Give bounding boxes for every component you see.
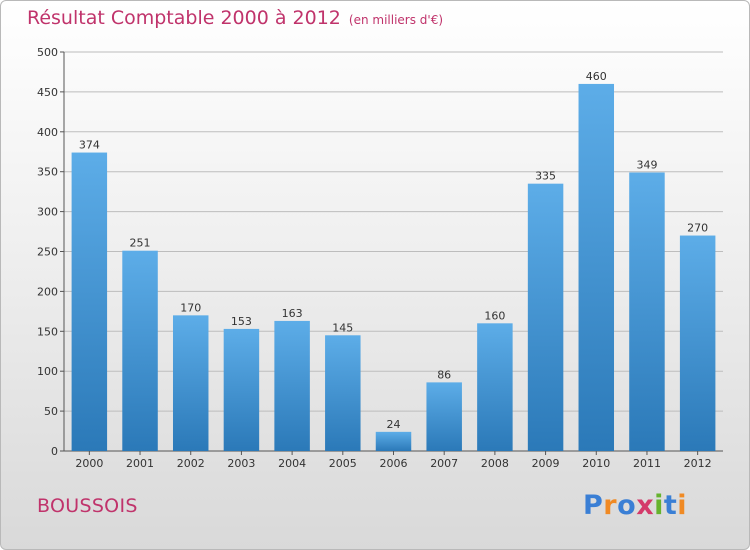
y-tick-label: 500 [37,46,58,59]
data-label: 145 [332,321,353,334]
y-tick-label: 350 [37,166,58,179]
bar-2001 [122,250,158,451]
data-label: 24 [387,418,401,431]
x-tick-label: 2010 [582,457,610,470]
y-tick-label: 450 [37,86,58,99]
data-label: 160 [484,309,505,322]
bar-2007 [426,382,462,451]
y-tick-label: 150 [37,325,58,338]
data-label: 374 [79,139,100,152]
x-tick-label: 2011 [633,457,661,470]
commune-name: BOUSSOIS [37,495,138,517]
data-label: 170 [180,301,201,314]
bar-2000 [71,152,108,451]
chart-title: Résultat Comptable 2000 à 2012 [27,7,341,29]
logo-letter: t [663,490,678,521]
x-tick-label: 2005 [329,457,357,470]
x-tick-label: 2001 [126,457,154,470]
logo-letter: o [617,490,637,521]
y-tick-label: 200 [37,285,58,298]
x-tick-label: 2003 [227,457,255,470]
data-label: 460 [586,70,607,83]
bar-2004 [274,320,310,451]
logo-letter: P [583,490,604,521]
data-label: 349 [636,158,657,171]
y-tick-label: 100 [37,365,58,378]
x-tick-label: 2004 [278,457,306,470]
logo-letter: i [654,490,664,521]
bar-2002 [172,315,209,451]
x-tick-label: 2007 [430,457,458,470]
data-label: 251 [130,237,151,250]
y-tick-label: 300 [37,206,58,219]
data-label: 335 [535,170,556,183]
proxiti-logo: Proxiti [583,490,687,521]
y-tick-label: 250 [37,246,58,259]
y-tick-label: 400 [37,126,58,139]
bar-2003 [223,328,260,451]
x-tick-label: 2006 [380,457,408,470]
logo-letter: i [677,490,688,521]
bar-2010 [578,83,615,452]
x-tick-label: 2012 [684,457,712,470]
bar-2011 [629,172,665,452]
data-label: 270 [687,222,708,235]
bar-2005 [325,335,361,451]
chart-subtitle: (en milliers d'€) [348,13,444,27]
bar-2008 [477,323,513,451]
x-tick-label: 2008 [481,457,509,470]
bar-2009 [527,183,564,452]
x-tick-label: 2000 [75,457,103,470]
data-label: 163 [282,307,303,320]
y-tick-label: 0 [51,445,58,458]
y-tick-label: 50 [44,405,58,418]
logo-letter: r [603,490,618,521]
chart-title-block: Résultat Comptable 2000 à 2012 (en millie… [27,7,443,29]
data-label: 153 [231,315,252,328]
data-label: 86 [437,368,451,381]
x-tick-label: 2002 [177,457,205,470]
logo-letter: x [636,490,655,521]
x-tick-label: 2009 [532,457,560,470]
bar-2006 [375,431,412,451]
bar-2012 [679,235,716,451]
